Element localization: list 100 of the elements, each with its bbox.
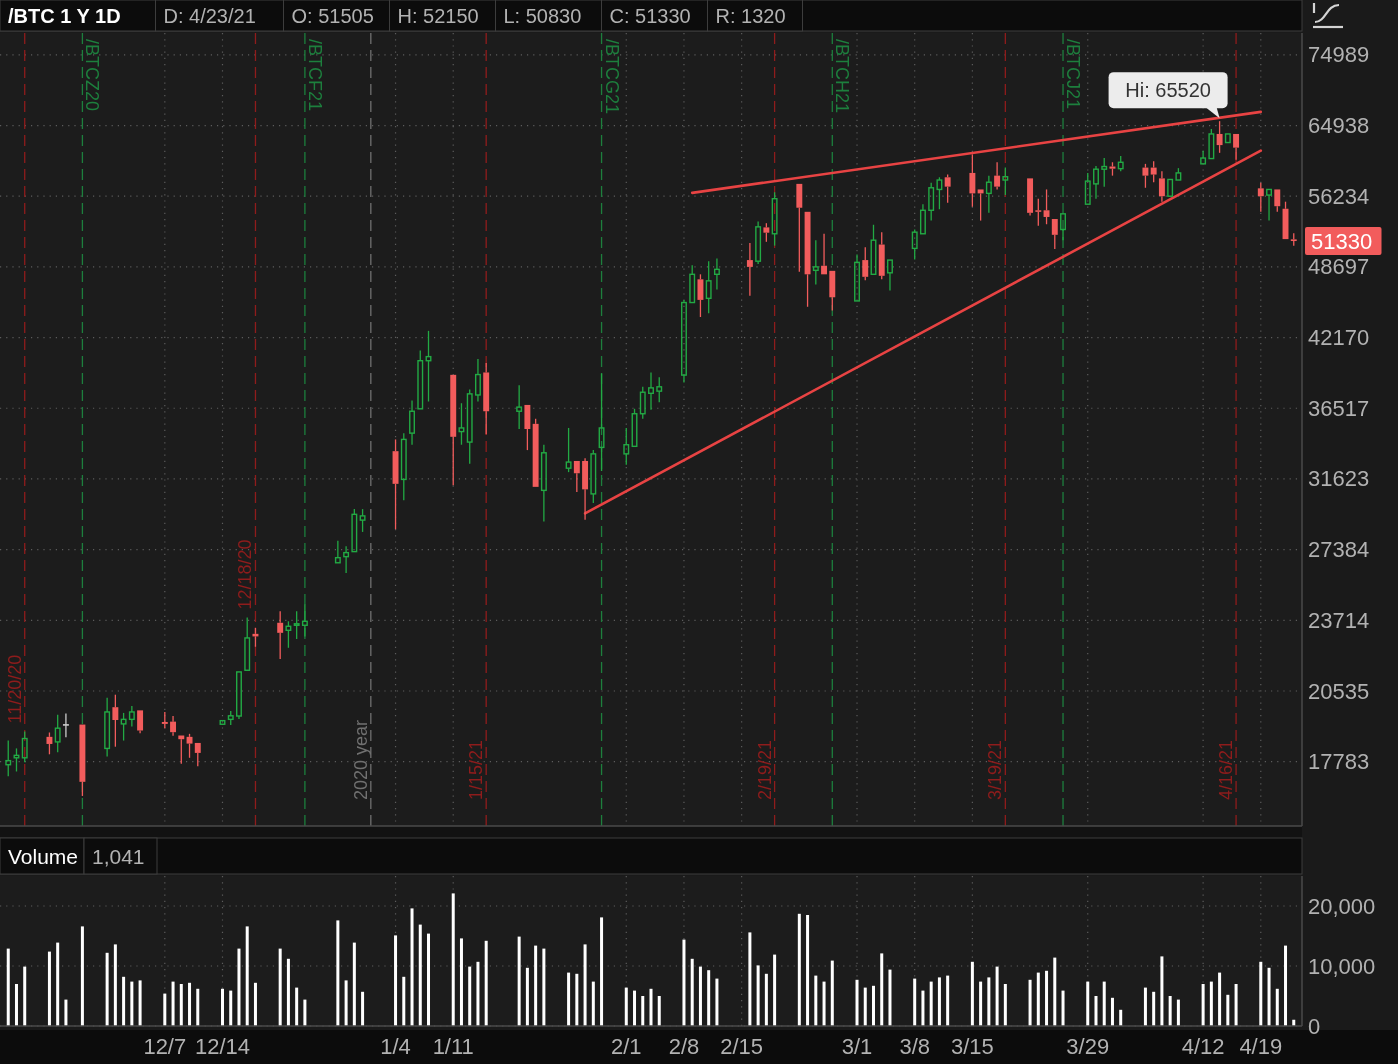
candlestick — [409, 399, 415, 446]
x-tick-label: 3/8 — [899, 1033, 930, 1059]
bar — [427, 933, 431, 1026]
bar — [517, 936, 521, 1026]
bar — [295, 987, 299, 1026]
y-tick-label: 74989 — [1308, 42, 1370, 68]
bar — [707, 970, 711, 1026]
ref-line-label: 12/18/20 — [235, 539, 256, 610]
text: L: 50830 — [503, 4, 582, 27]
bar — [690, 958, 694, 1026]
bar — [575, 973, 579, 1026]
candlestick — [887, 259, 893, 292]
bar — [1160, 956, 1164, 1026]
bar — [600, 917, 604, 1026]
bar — [921, 990, 925, 1026]
bar — [797, 913, 801, 1026]
bar — [871, 985, 875, 1026]
annotation: 51330 — [1311, 228, 1373, 254]
candlestick — [804, 211, 811, 308]
bar — [591, 981, 595, 1026]
candlestick — [1266, 188, 1272, 222]
bar — [542, 948, 546, 1026]
bar — [286, 958, 290, 1026]
bar — [979, 981, 983, 1026]
y-tick-label: 17783 — [1308, 749, 1370, 775]
bar — [6, 948, 10, 1026]
candlestick — [170, 715, 177, 737]
text: R: 1320 — [715, 4, 786, 27]
candlestick — [796, 183, 803, 273]
candlestick — [1233, 133, 1240, 161]
bar — [756, 965, 760, 1026]
text: D: 4/23/21 — [163, 4, 256, 27]
bar — [1226, 994, 1230, 1026]
x-tick-label: 1/11 — [432, 1033, 474, 1059]
y-tick-label: 31623 — [1308, 466, 1370, 492]
bar — [352, 942, 356, 1026]
x-tick-label: 3/15 — [950, 1033, 994, 1059]
bar — [303, 999, 307, 1026]
bar — [806, 915, 810, 1026]
y-tick-label: 56234 — [1308, 183, 1370, 209]
bar — [130, 981, 134, 1026]
candlestick — [994, 161, 1001, 191]
candlestick — [746, 242, 753, 297]
bar — [937, 977, 941, 1026]
x-tick-label: 3/29 — [1066, 1033, 1110, 1059]
bar — [1234, 984, 1238, 1026]
bar — [583, 944, 587, 1026]
bar — [229, 990, 233, 1026]
bar — [1003, 984, 1007, 1026]
y-tick-label: 36517 — [1308, 395, 1370, 421]
bar — [237, 948, 241, 1026]
bar — [1028, 979, 1032, 1026]
ref-line-label: /BTCG21 — [601, 39, 622, 115]
bar — [1209, 981, 1213, 1026]
y-tick-label: 0 — [1308, 1013, 1321, 1039]
candlestick — [648, 371, 654, 411]
bar — [23, 966, 27, 1026]
bar — [188, 982, 192, 1026]
x-tick-label: 12/7 — [143, 1033, 187, 1059]
bar — [657, 996, 661, 1026]
text: C: 51330 — [609, 4, 691, 27]
y-tick-label: 64938 — [1308, 113, 1370, 139]
bar — [1102, 981, 1106, 1026]
bar — [113, 944, 117, 1026]
bar — [1045, 970, 1049, 1026]
bar — [830, 960, 834, 1026]
bar — [641, 996, 645, 1026]
candlestick — [1167, 178, 1174, 197]
bar — [1036, 972, 1040, 1026]
candlestick — [573, 460, 580, 493]
candlestick — [977, 189, 984, 222]
bar — [1053, 957, 1057, 1026]
bar — [179, 984, 183, 1026]
bar — [1119, 1009, 1123, 1026]
x-tick-label: 1/4 — [380, 1033, 411, 1059]
ref-line-label: /BTCJ21 — [1063, 39, 1084, 110]
y-tick-label: 20,000 — [1308, 893, 1376, 919]
y-tick-label: 48697 — [1308, 254, 1370, 280]
x-tick-label: 2/8 — [668, 1033, 700, 1059]
bar — [633, 990, 637, 1026]
candlestick — [62, 712, 69, 738]
chart-title: /BTC 1 Y 1D — [8, 4, 121, 27]
bar — [1152, 991, 1156, 1026]
bar — [394, 935, 398, 1026]
x-tick-label: 2/15 — [720, 1033, 764, 1059]
ref-line-label: /BTCZ20 — [82, 39, 103, 112]
candlestick — [582, 457, 589, 521]
bar — [814, 975, 818, 1026]
bar — [970, 961, 974, 1026]
ref-line-label: 4/16/21 — [1216, 739, 1237, 800]
bar — [1176, 999, 1180, 1026]
bar — [361, 991, 365, 1026]
bar — [278, 948, 282, 1026]
bar — [929, 981, 933, 1026]
x-tick-label: 4/12 — [1181, 1033, 1225, 1059]
candlestick — [1093, 165, 1099, 200]
bar — [822, 981, 826, 1026]
bar — [863, 987, 867, 1026]
bar — [1086, 981, 1090, 1026]
candlestick — [137, 710, 144, 734]
